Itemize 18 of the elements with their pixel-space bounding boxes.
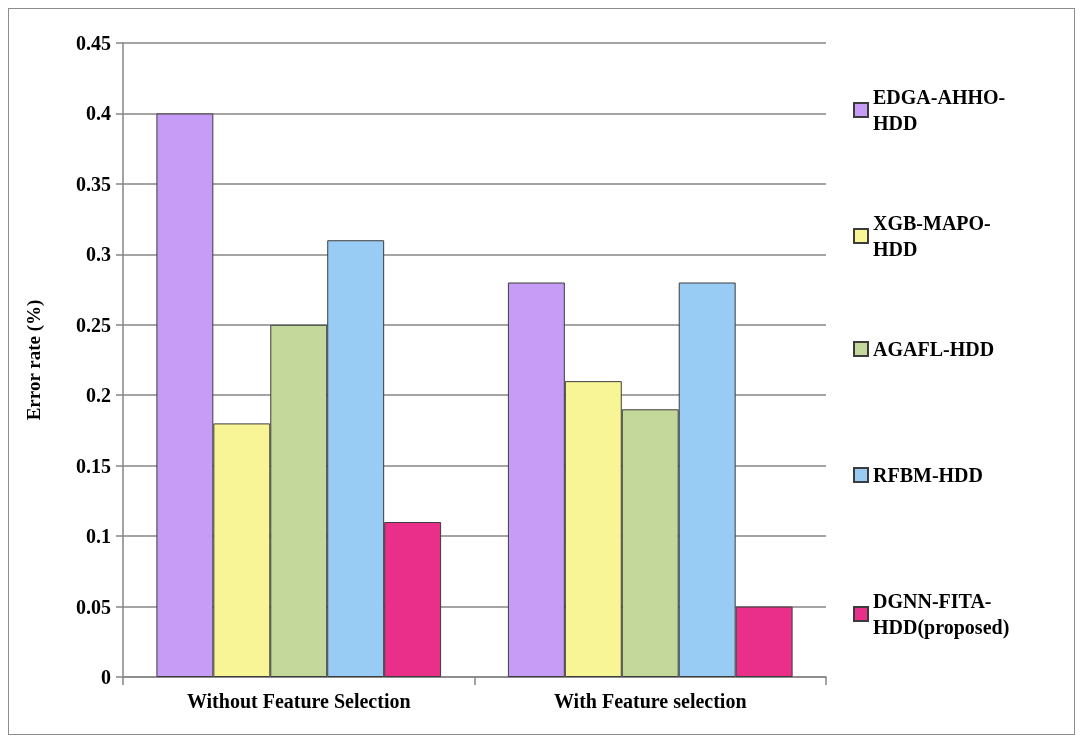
y-tick-label: 0.3 [86, 243, 111, 266]
y-tick-label: 0.25 [76, 313, 111, 336]
y-tick-label: 0.4 [86, 102, 111, 125]
x-tick-label: Without Feature Selection [186, 690, 411, 712]
y-tick-label: 0.15 [76, 454, 111, 477]
y-tick-label: 0.05 [76, 595, 111, 618]
y-tick-label: 0 [101, 666, 111, 688]
legend-label: AGAFL-HDD [873, 338, 995, 360]
legend-label: EDGA-AHHO-HDD [873, 86, 1006, 134]
legend-label: RFBM-HDD [873, 464, 983, 486]
x-tick-label: With Feature selection [553, 690, 747, 712]
legend-label: DGNN-FITA-HDD(proposed) [873, 590, 1010, 639]
y-tick-label: 0.45 [76, 32, 111, 54]
legend-label: XGB-MAPO-HDD [873, 212, 991, 260]
y-tick-label: 0.1 [86, 525, 111, 548]
y-axis-title: Error rate (%) [23, 299, 45, 421]
y-tick-label: 0.2 [86, 384, 111, 407]
y-tick-label: 0.35 [76, 172, 111, 195]
